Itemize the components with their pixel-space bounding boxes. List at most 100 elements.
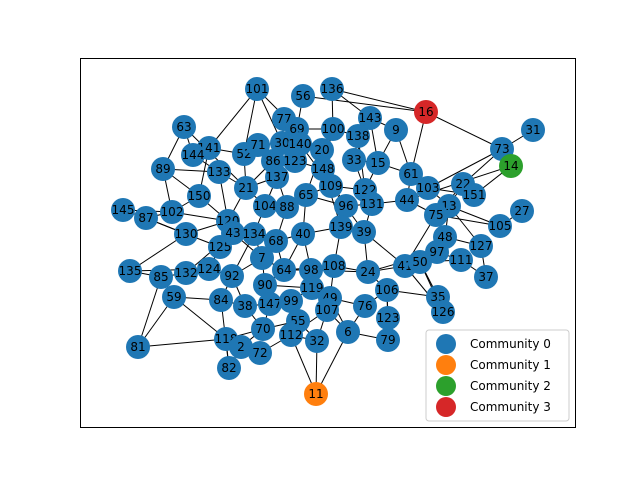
node-label: 119 — [301, 281, 324, 295]
node-marker — [246, 133, 270, 157]
graph-node: 134 — [242, 222, 266, 246]
node-marker — [233, 294, 257, 318]
graph-node: 137 — [265, 165, 289, 189]
node-marker — [342, 148, 366, 172]
legend: Community 0 Community 1 Community 2 Comm… — [425, 329, 570, 422]
node-label: 16 — [418, 105, 433, 119]
legend-entry-1: Community 1 — [436, 355, 551, 375]
node-marker — [174, 261, 198, 285]
node-marker — [329, 215, 353, 239]
graph-node: 139 — [329, 215, 353, 239]
edge-101-141 — [208, 88, 258, 149]
node-marker — [187, 184, 211, 208]
graph-node: 109 — [319, 174, 343, 198]
node-marker — [291, 84, 315, 108]
graph-node: 132 — [174, 261, 198, 285]
node-label: 87 — [138, 211, 153, 225]
node-marker — [265, 165, 289, 189]
graph-node: 9 — [384, 118, 408, 142]
node-marker — [474, 265, 498, 289]
node-marker — [253, 273, 277, 297]
node-marker — [336, 320, 360, 344]
graph-node: 124 — [197, 257, 221, 281]
node-label: 75 — [428, 208, 443, 222]
node-label: 21 — [238, 181, 253, 195]
graph-node: 130 — [174, 222, 198, 246]
node-label: 88 — [279, 200, 294, 214]
node-label: 38 — [237, 299, 252, 313]
node-label: 123 — [284, 154, 307, 168]
node-marker — [449, 248, 473, 272]
graph-node: 150 — [187, 184, 211, 208]
node-marker — [305, 329, 329, 353]
node-label: 2 — [237, 340, 245, 354]
graph-node: 123 — [283, 149, 307, 173]
node-label: 124 — [198, 262, 221, 276]
graph-node: 102 — [160, 200, 184, 224]
node-marker — [242, 222, 266, 246]
node-marker — [207, 160, 231, 184]
graph-node: 38 — [233, 294, 257, 318]
graph-node: 7 — [250, 246, 274, 270]
node-marker — [270, 131, 294, 155]
graph-node: 100 — [321, 117, 345, 141]
node-marker — [384, 118, 408, 142]
graph-node: 136 — [320, 77, 344, 101]
node-marker — [162, 285, 186, 309]
edge-81-85 — [137, 276, 162, 348]
graph-node: 32 — [305, 329, 329, 353]
node-label: 85 — [153, 270, 168, 284]
node-label: 96 — [338, 199, 353, 213]
edge-73-103 — [427, 148, 503, 189]
node-marker — [217, 356, 241, 380]
node-label: 61 — [403, 167, 418, 181]
graph-node: 101 — [245, 77, 269, 101]
graph-node: 31 — [521, 118, 545, 142]
node-label: 50 — [412, 255, 427, 269]
graph-node: 81 — [126, 335, 150, 359]
graph-node: 71 — [246, 133, 270, 157]
node-marker — [118, 259, 142, 283]
node-label: 65 — [298, 188, 313, 202]
graph-node: 119 — [300, 276, 324, 300]
graph-node: 61 — [399, 162, 423, 186]
graph-node: 39 — [352, 220, 376, 244]
graph-node: 24 — [356, 260, 380, 284]
node-marker — [366, 151, 390, 175]
node-label: 109 — [320, 179, 343, 193]
node-marker — [462, 183, 486, 207]
graph-node: 104 — [253, 194, 277, 218]
node-label: 140 — [289, 137, 312, 151]
node-label: 106 — [376, 283, 399, 297]
graph-node: 107 — [315, 298, 339, 322]
graph-node: 20 — [310, 138, 334, 162]
node-label: 125 — [209, 240, 232, 254]
node-label: 14 — [503, 159, 518, 173]
node-marker — [300, 276, 324, 300]
node-marker — [250, 246, 274, 270]
graph-node: 6 — [336, 320, 360, 344]
node-marker — [151, 157, 175, 181]
node-label: 145 — [112, 203, 135, 217]
node-marker — [319, 174, 343, 198]
legend-box — [425, 329, 570, 422]
node-label: 144 — [182, 148, 205, 162]
node-label: 99 — [283, 294, 298, 308]
node-marker — [245, 77, 269, 101]
node-marker — [221, 221, 245, 245]
graph-node: 15 — [366, 151, 390, 175]
node-label: 107 — [316, 303, 339, 317]
node-label: 151 — [463, 188, 486, 202]
node-marker — [395, 188, 419, 212]
graph-node: 147 — [258, 292, 282, 316]
node-label: 20 — [314, 143, 329, 157]
node-marker — [197, 257, 221, 281]
graph-node: 98 — [299, 258, 323, 282]
node-label: 133 — [208, 165, 231, 179]
graph-node: 145 — [111, 198, 135, 222]
graph-node: 96 — [334, 194, 358, 218]
legend-entry-2: Community 2 — [436, 376, 551, 396]
node-label: 30 — [274, 136, 289, 150]
